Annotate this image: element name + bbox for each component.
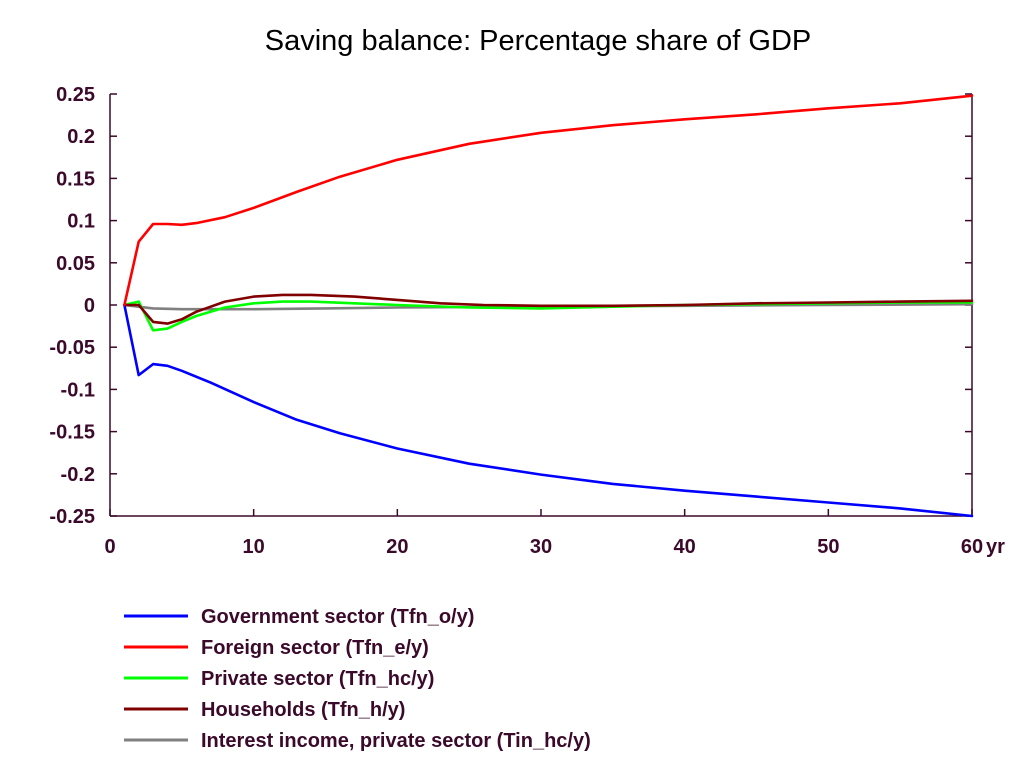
x-tick-label: 30 <box>530 536 552 558</box>
legend-label: Interest income, private sector (Tin_hc/… <box>201 730 591 752</box>
legend-label: Households (Tfn_h/y) <box>201 699 405 721</box>
y-tick-label: -0.25 <box>49 506 95 528</box>
y-tick-label: -0.05 <box>49 337 95 359</box>
legend-label: Private sector (Tfn_hc/y) <box>201 668 434 690</box>
series-line-government-sector <box>123 303 974 518</box>
y-tick-label: 0.1 <box>67 211 95 233</box>
y-tick-label: 0.05 <box>56 253 95 275</box>
y-tick-label: 0 <box>84 295 95 317</box>
y-tick-label: -0.15 <box>49 422 95 444</box>
x-tick-label: 10 <box>243 536 265 558</box>
chart-title: Saving balance: Percentage share of GDP <box>265 25 812 57</box>
x-axis-unit-label: yr <box>986 536 1005 558</box>
x-tick-label: 60 <box>961 536 983 558</box>
y-tick-label: -0.2 <box>61 464 95 486</box>
y-tick-label: 0.25 <box>56 84 95 106</box>
x-tick-label: 40 <box>674 536 696 558</box>
x-tick-label: 0 <box>104 536 115 558</box>
legend-label: Foreign sector (Tfn_e/y) <box>201 637 429 659</box>
legend-label: Government sector (Tfn_o/y) <box>201 606 474 628</box>
x-tick-label: 20 <box>386 536 408 558</box>
series-line-foreign-sector <box>123 94 974 307</box>
series-layer <box>123 94 974 518</box>
y-tick-label: 0.2 <box>67 126 95 148</box>
series-line-households <box>123 293 974 325</box>
y-tick-label: -0.1 <box>61 379 95 401</box>
y-axis: 0.25 0.2 0.15 0.1 0.05 0 -0.05 -0.1 -0.15 -0.2 -0.… <box>49 84 972 528</box>
x-axis: 0 10 20 30 40 50 60 yr <box>104 509 1005 558</box>
x-tick-label: 50 <box>817 536 839 558</box>
y-tick-label: 0.15 <box>56 168 95 190</box>
legend: Government sector (Tfn_o/y) Foreign secto… <box>124 606 591 752</box>
